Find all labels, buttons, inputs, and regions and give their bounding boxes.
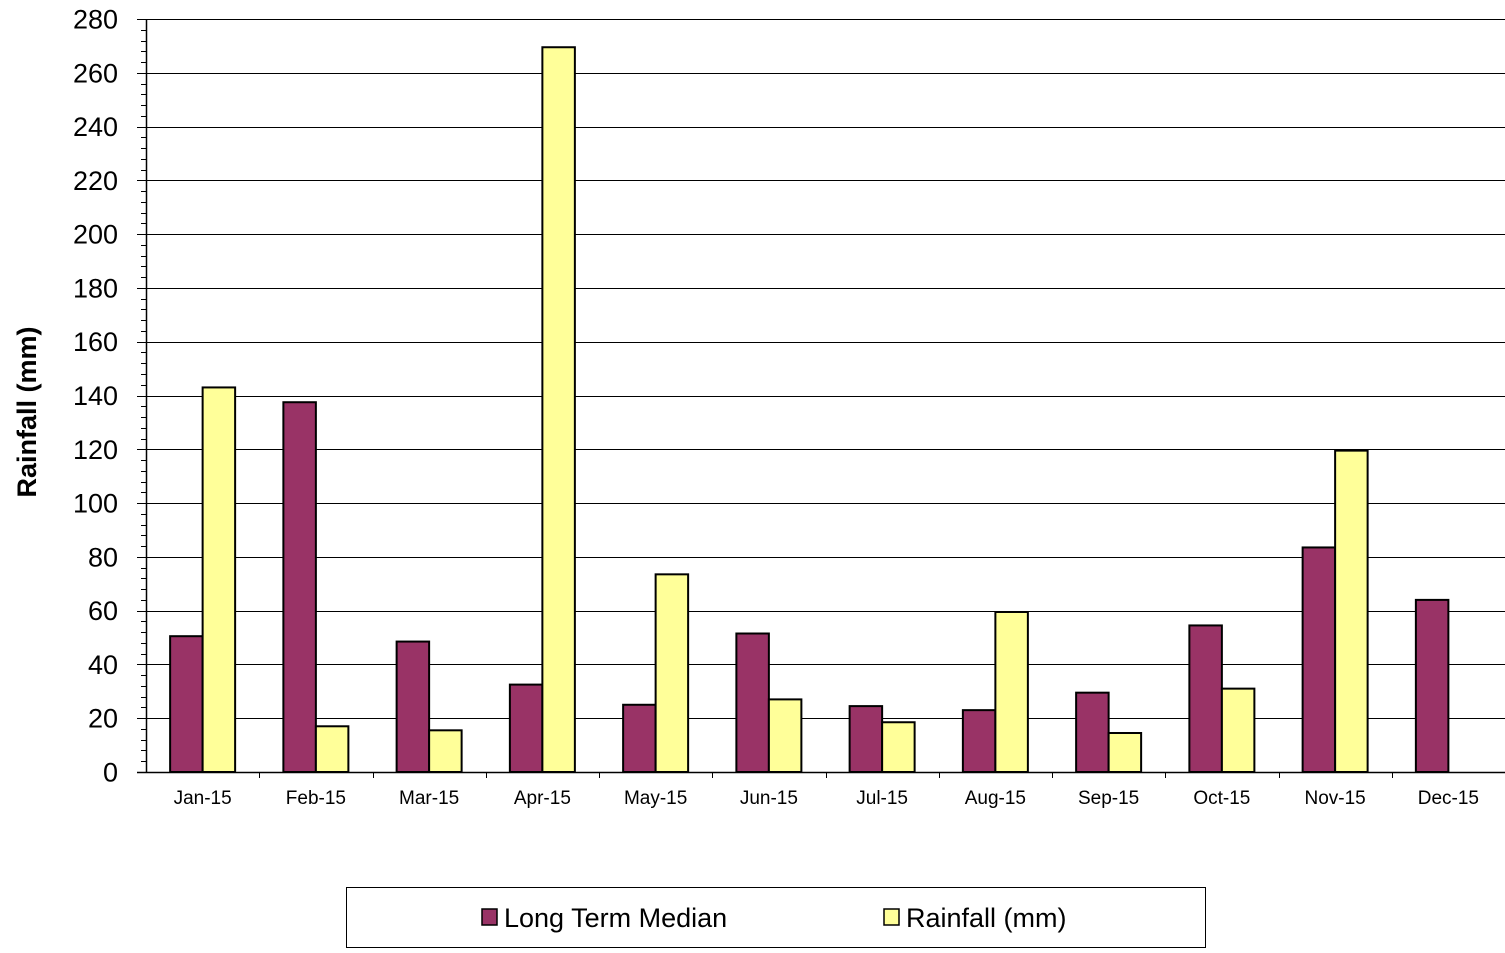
bar-rainfall-mm-jan-15 <box>201 386 237 773</box>
y-axis-title: Rainfall (mm) <box>12 326 42 497</box>
bars <box>169 46 1450 774</box>
bar-rainfall-mm-apr-15 <box>541 46 576 774</box>
bar-long-term-median-mar-15 <box>395 640 431 773</box>
y-tick-label: 200 <box>73 220 118 250</box>
x-tick-label: Jun-15 <box>740 788 798 809</box>
bar-long-term-median-jan-15 <box>169 635 204 774</box>
bar-rainfall-mm-mar-15 <box>428 729 463 774</box>
y-tick-label: 60 <box>88 596 118 626</box>
y-tick-label: 140 <box>73 381 118 411</box>
bar-long-term-median-apr-15 <box>508 683 544 773</box>
y-tick-label: 80 <box>88 542 118 572</box>
bar-long-term-median-sep-15 <box>1075 691 1110 774</box>
x-tick-labels: Jan-15 Feb-15 Mar-15 Apr-15 May-15 Jun-15 Jul-… <box>174 788 1479 809</box>
y-tick-label: 100 <box>73 489 118 519</box>
x-tick-label: Aug-15 <box>965 788 1026 809</box>
legend-frame <box>346 887 1206 948</box>
y-tick-label: 220 <box>73 166 118 196</box>
x-tick-label: Jan-15 <box>174 788 232 809</box>
y-tick-labels: 0 20 40 60 80 100 120 140 160 180 200 220 240 260 280 <box>73 5 118 788</box>
bar-long-term-median-jul-15 <box>848 705 884 773</box>
y-tick-label: 280 <box>73 5 118 35</box>
bar-rainfall-mm-oct-15 <box>1220 687 1256 773</box>
bar-rainfall-mm-may-15 <box>654 573 690 774</box>
x-tick-label: May-15 <box>624 788 687 809</box>
bar-long-term-median-aug-15 <box>961 709 997 773</box>
bar-rainfall-mm-sep-15 <box>1107 732 1143 774</box>
x-tick-label: Jul-15 <box>856 788 908 809</box>
x-tick-label: Feb-15 <box>286 788 346 809</box>
y-tick-label: 0 <box>103 758 118 788</box>
y-tick-label: 260 <box>73 58 118 88</box>
y-tick-label: 120 <box>73 435 118 465</box>
x-tick-label: Nov-15 <box>1305 788 1366 809</box>
bar-rainfall-mm-jul-15 <box>881 721 916 774</box>
x-tick-label: Mar-15 <box>399 788 459 809</box>
axes <box>137 19 1505 778</box>
bar-long-term-median-oct-15 <box>1188 624 1223 773</box>
bar-rainfall-mm-jun-15 <box>767 698 803 773</box>
y-tick-label: 180 <box>73 273 118 303</box>
bar-rainfall-mm-aug-15 <box>994 610 1029 773</box>
y-tick-label: 160 <box>73 327 118 357</box>
x-tick-label: Apr-15 <box>514 788 571 809</box>
gridlines <box>146 19 1505 719</box>
legend-label: Rainfall (mm) <box>906 903 1067 933</box>
bar-long-term-median-nov-15 <box>1301 546 1337 773</box>
y-tick-label: 240 <box>73 112 118 142</box>
x-tick-label: Dec-15 <box>1418 788 1479 809</box>
legend: Long Term Median Rainfall (mm) <box>346 887 1206 948</box>
bar-rainfall-mm-feb-15 <box>314 725 350 774</box>
bar-long-term-median-may-15 <box>622 703 657 774</box>
y-tick-label: 20 <box>88 704 118 734</box>
legend-swatch <box>481 908 498 926</box>
legend-swatch <box>883 908 900 926</box>
bar-rainfall-mm-nov-15 <box>1334 449 1369 773</box>
bar-long-term-median-feb-15 <box>282 401 317 773</box>
x-tick-label: Sep-15 <box>1078 788 1139 809</box>
y-tick-label: 40 <box>88 650 118 680</box>
x-tick-label: Oct-15 <box>1193 788 1250 809</box>
bar-long-term-median-jun-15 <box>735 632 770 773</box>
bar-long-term-median-dec-15 <box>1414 598 1450 774</box>
legend-label: Long Term Median <box>504 903 727 933</box>
